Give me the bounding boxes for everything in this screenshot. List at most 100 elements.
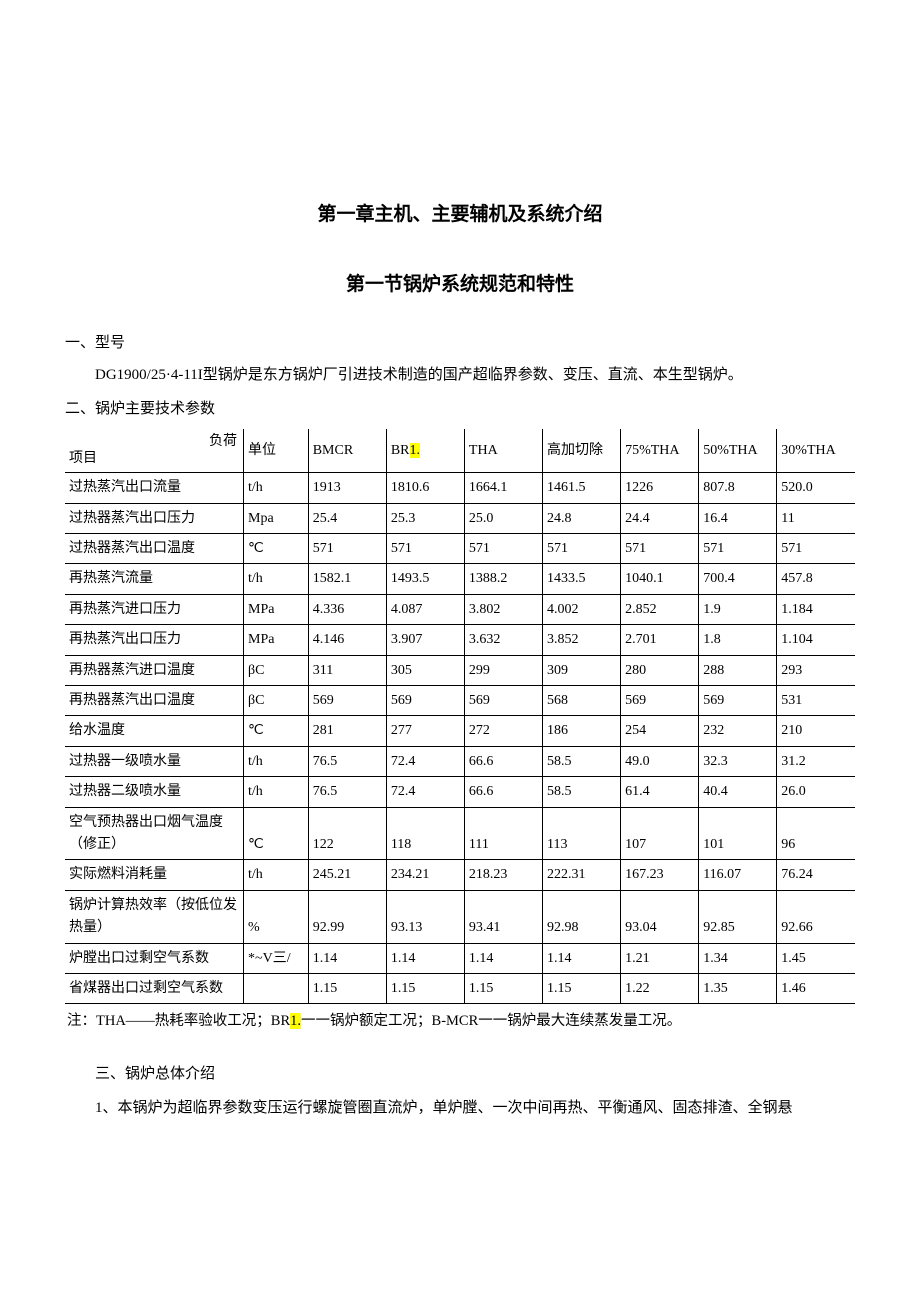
row-value: 571 <box>699 534 777 564</box>
row-value: 807.8 <box>699 473 777 503</box>
row-value: 1433.5 <box>543 564 621 594</box>
row-value: 107 <box>621 807 699 860</box>
row-unit: ℃ <box>244 807 309 860</box>
row-value: 76.5 <box>308 746 386 776</box>
row-value: 186 <box>543 716 621 746</box>
row-value: 92.85 <box>699 890 777 943</box>
row-value: 11 <box>777 503 855 533</box>
row-value: 1.15 <box>308 973 386 1003</box>
row-value: 1.104 <box>777 625 855 655</box>
row-value: 1226 <box>621 473 699 503</box>
row-value: 1582.1 <box>308 564 386 594</box>
row-value: 1040.1 <box>621 564 699 594</box>
table-row: 过热器蒸汽出口温度℃571571571571571571571 <box>65 534 855 564</box>
row-value: 3.852 <box>543 625 621 655</box>
document-page: 第一章主机、主要辅机及系统介绍 第一节锅炉系统规范和特性 一、型号 DG1900… <box>0 0 920 1301</box>
heading-overview: 三、锅炉总体介绍 <box>65 1062 855 1086</box>
col-brl-hl: 1. <box>410 443 421 458</box>
row-value: 277 <box>386 716 464 746</box>
row-value: 531 <box>777 686 855 716</box>
row-value: 234.21 <box>386 860 464 890</box>
row-value: 58.5 <box>543 777 621 807</box>
row-value: 2.852 <box>621 594 699 624</box>
row-value: 93.04 <box>621 890 699 943</box>
row-value: 1913 <box>308 473 386 503</box>
row-value: 457.8 <box>777 564 855 594</box>
row-unit: βC <box>244 655 309 685</box>
row-value: 210 <box>777 716 855 746</box>
row-value: 40.4 <box>699 777 777 807</box>
table-row: 再热蒸汽进口压力MPa4.3364.0873.8024.0022.8521.91… <box>65 594 855 624</box>
row-value: 1.9 <box>699 594 777 624</box>
row-value: 16.4 <box>699 503 777 533</box>
heading-parameters: 二、锅炉主要技术参数 <box>65 397 855 421</box>
row-name: 炉膛出口过剩空气系数 <box>65 943 244 973</box>
row-value: 1.184 <box>777 594 855 624</box>
row-value: 118 <box>386 807 464 860</box>
col-brl-pre: BR <box>391 443 410 458</box>
row-unit: t/h <box>244 746 309 776</box>
row-value: 58.5 <box>543 746 621 776</box>
row-value: 1.15 <box>543 973 621 1003</box>
row-value: 4.002 <box>543 594 621 624</box>
col-tha: THA <box>464 429 542 473</box>
col-gj: 高加切除 <box>543 429 621 473</box>
section-overview: 三、锅炉总体介绍 1、本锅炉为超临界参数变压运行螺旋管圈直流炉，单炉膛、一次中间… <box>65 1062 855 1120</box>
row-value: 1.46 <box>777 973 855 1003</box>
row-value: 96 <box>777 807 855 860</box>
row-value: 293 <box>777 655 855 685</box>
row-value: 24.4 <box>621 503 699 533</box>
row-name: 锅炉计算热效率（按低位发热量） <box>65 890 244 943</box>
row-value: 72.4 <box>386 777 464 807</box>
row-value: 272 <box>464 716 542 746</box>
header-top-label: 负荷 <box>209 431 237 453</box>
row-value: 1.35 <box>699 973 777 1003</box>
row-value: 222.31 <box>543 860 621 890</box>
table-row: 锅炉计算热效率（按低位发热量）%92.9993.1393.4192.9893.0… <box>65 890 855 943</box>
row-value: 520.0 <box>777 473 855 503</box>
row-value: 101 <box>699 807 777 860</box>
row-value: 1810.6 <box>386 473 464 503</box>
row-value: 122 <box>308 807 386 860</box>
row-name: 过热器二级喷水量 <box>65 777 244 807</box>
row-value: 92.99 <box>308 890 386 943</box>
row-value: 1.8 <box>699 625 777 655</box>
parameters-table: 负荷 项目 单位 BMCR BR1. THA 高加切除 75%THA 50%TH… <box>65 429 855 1005</box>
table-row: 省煤器出口过剩空气系数1.151.151.151.151.221.351.46 <box>65 973 855 1003</box>
row-unit: MPa <box>244 625 309 655</box>
row-value: 1461.5 <box>543 473 621 503</box>
footnote-pre: 注：THA——热耗率验收工况；BR <box>67 1013 290 1029</box>
col-bmcr: BMCR <box>308 429 386 473</box>
row-unit: Mpa <box>244 503 309 533</box>
row-value: 569 <box>308 686 386 716</box>
row-value: 1.45 <box>777 943 855 973</box>
row-value: 571 <box>308 534 386 564</box>
row-value: 61.4 <box>621 777 699 807</box>
row-value: 72.4 <box>386 746 464 776</box>
heading-model: 一、型号 <box>65 331 855 355</box>
table-row: 过热器一级喷水量t/h76.572.466.658.549.032.331.2 <box>65 746 855 776</box>
row-name: 再热蒸汽进口压力 <box>65 594 244 624</box>
row-value: 111 <box>464 807 542 860</box>
row-value: 66.6 <box>464 746 542 776</box>
table-row: 实际燃料消耗量t/h245.21234.21218.23222.31167.23… <box>65 860 855 890</box>
row-name: 空气预热器出口烟气温度（修正） <box>65 807 244 860</box>
row-value: 113 <box>543 807 621 860</box>
row-unit: ℃ <box>244 534 309 564</box>
row-value: 245.21 <box>308 860 386 890</box>
table-row: 再热器蒸汽进口温度βC311305299309280288293 <box>65 655 855 685</box>
row-value: 25.3 <box>386 503 464 533</box>
row-unit: MPa <box>244 594 309 624</box>
row-value: 232 <box>699 716 777 746</box>
row-value: 288 <box>699 655 777 685</box>
row-value: 1.14 <box>308 943 386 973</box>
row-value: 218.23 <box>464 860 542 890</box>
chapter-title: 第一章主机、主要辅机及系统介绍 <box>65 200 855 230</box>
table-row: 过热蒸汽出口流量t/h19131810.61664.11461.51226807… <box>65 473 855 503</box>
row-name: 过热器蒸汽出口温度 <box>65 534 244 564</box>
col-brl: BR1. <box>386 429 464 473</box>
row-name: 再热蒸汽流量 <box>65 564 244 594</box>
row-value: 1664.1 <box>464 473 542 503</box>
row-value: 3.802 <box>464 594 542 624</box>
table-footnote: 注：THA——热耗率验收工况；BR1.一一锅炉额定工况；B-MCR一一锅炉最大连… <box>65 1010 855 1033</box>
